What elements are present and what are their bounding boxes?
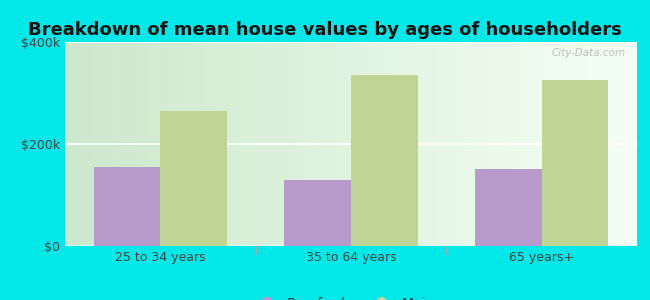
Text: Breakdown of mean house values by ages of householders: Breakdown of mean house values by ages o… [28,21,622,39]
Bar [284,180,351,246]
Bar [351,75,418,246]
Bar [94,167,161,246]
Text: City-Data.com: City-Data.com [551,48,625,58]
Legend: Rumford, Maine: Rumford, Maine [254,292,448,300]
Bar [475,169,541,246]
Bar [161,111,227,246]
Bar [541,80,608,246]
